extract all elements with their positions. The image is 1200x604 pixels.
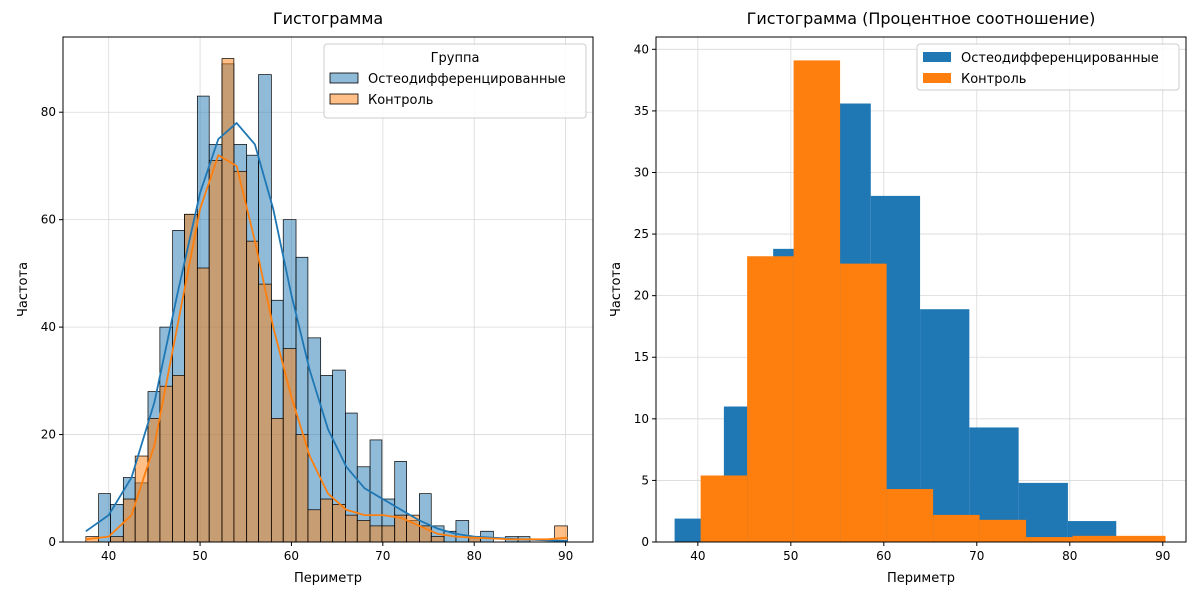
y-tick-label: 10 [634,412,649,426]
control-bar [233,170,248,543]
osteo-legend-swatch [329,72,359,84]
chart-title: Гистограмма [273,9,383,28]
x-tick-label: 40 [690,549,705,563]
y-axis-label: Частота [16,262,31,317]
control-bar [295,434,309,543]
x-tick-label: 70 [969,549,984,563]
control-bar [345,514,358,543]
control-bar [933,514,980,542]
control-bar [307,509,322,543]
y-tick-label: 40 [634,42,649,56]
y-tick-label: 25 [634,227,649,241]
osteo-legend-label: Остеодифференцированные [368,72,566,87]
legend-box [323,43,587,119]
control-bar [184,213,198,543]
x-tick-label: 80 [1062,549,1077,563]
x-tick-label: 60 [284,549,299,563]
control-legend-swatch [923,73,951,83]
y-tick-label: 30 [634,165,649,179]
y-tick-label: 0 [641,535,649,549]
y-tick-label: 80 [41,105,56,119]
control-bar [747,256,794,542]
y-tick-label: 0 [48,535,56,549]
control-bar [172,375,185,543]
x-tick-label: 40 [101,549,116,563]
control-bar [258,283,272,543]
osteo-bar [1018,482,1068,542]
x-axis-label: Периметр [294,571,362,586]
y-tick-label: 20 [41,428,56,442]
control-bar [886,489,934,542]
control-bar [110,536,124,543]
percent-histogram-panel: 40 50 60 70 80 90 0 5 10 15 20 25 30 35 40 Гистограмма … [609,9,1187,586]
control-bar [1072,535,1120,542]
y-tick-label: 15 [634,350,649,364]
x-tick-label: 50 [783,549,798,563]
control-bar [147,418,161,543]
control-bar [208,160,223,543]
osteo-bar [455,520,470,543]
control-bar [840,263,887,542]
y-tick-label: 60 [41,213,56,227]
x-axis-label: Периметр [887,571,955,586]
x-tick-label: 50 [192,549,207,563]
control-bar [320,498,333,543]
control-bar [1026,537,1073,542]
control-bar [1119,535,1166,542]
axes-frame [655,36,1187,543]
legend-title: Группа [431,51,480,66]
legend-box [916,43,1180,91]
control-kde-line [85,153,568,541]
control-bar [356,520,371,543]
y-tick-label: 5 [641,473,649,487]
control-bar [196,267,210,543]
control-bar [793,60,841,543]
control-legend-swatch [329,93,359,105]
control-bar [282,348,297,543]
x-tick-label: 60 [876,549,891,563]
x-tick-label: 90 [558,549,573,563]
control-bar [979,519,1027,542]
control-bar [246,240,259,543]
x-tick-label: 70 [375,549,390,563]
control-bar [700,475,748,542]
osteo-kde-line [85,121,568,542]
histogram-panel: 40 50 60 70 80 90 0 20 40 60 80 Гистограмма Периметр… [16,9,594,586]
control-bar [554,525,568,543]
control-legend-label: Контроль [368,93,433,108]
chart-title: Гистограмма (Процентное соотношение) [747,9,1096,28]
y-tick-label: 40 [41,320,56,334]
osteo-legend-label: Остеодифференцированные [961,51,1159,66]
y-tick-label: 20 [634,289,649,303]
control-bar [332,504,346,543]
control-legend-label: Контроль [961,72,1026,87]
axes-frame [62,36,594,543]
control-bar [369,525,383,543]
control-bar [270,418,284,543]
x-tick-label: 80 [467,549,482,563]
y-axis-label: Частота [609,262,624,317]
y-tick-label: 35 [634,104,649,118]
osteo-legend-swatch [923,52,951,62]
x-tick-label: 90 [1155,549,1170,563]
control-bar [381,525,396,543]
control-bar [430,536,445,543]
